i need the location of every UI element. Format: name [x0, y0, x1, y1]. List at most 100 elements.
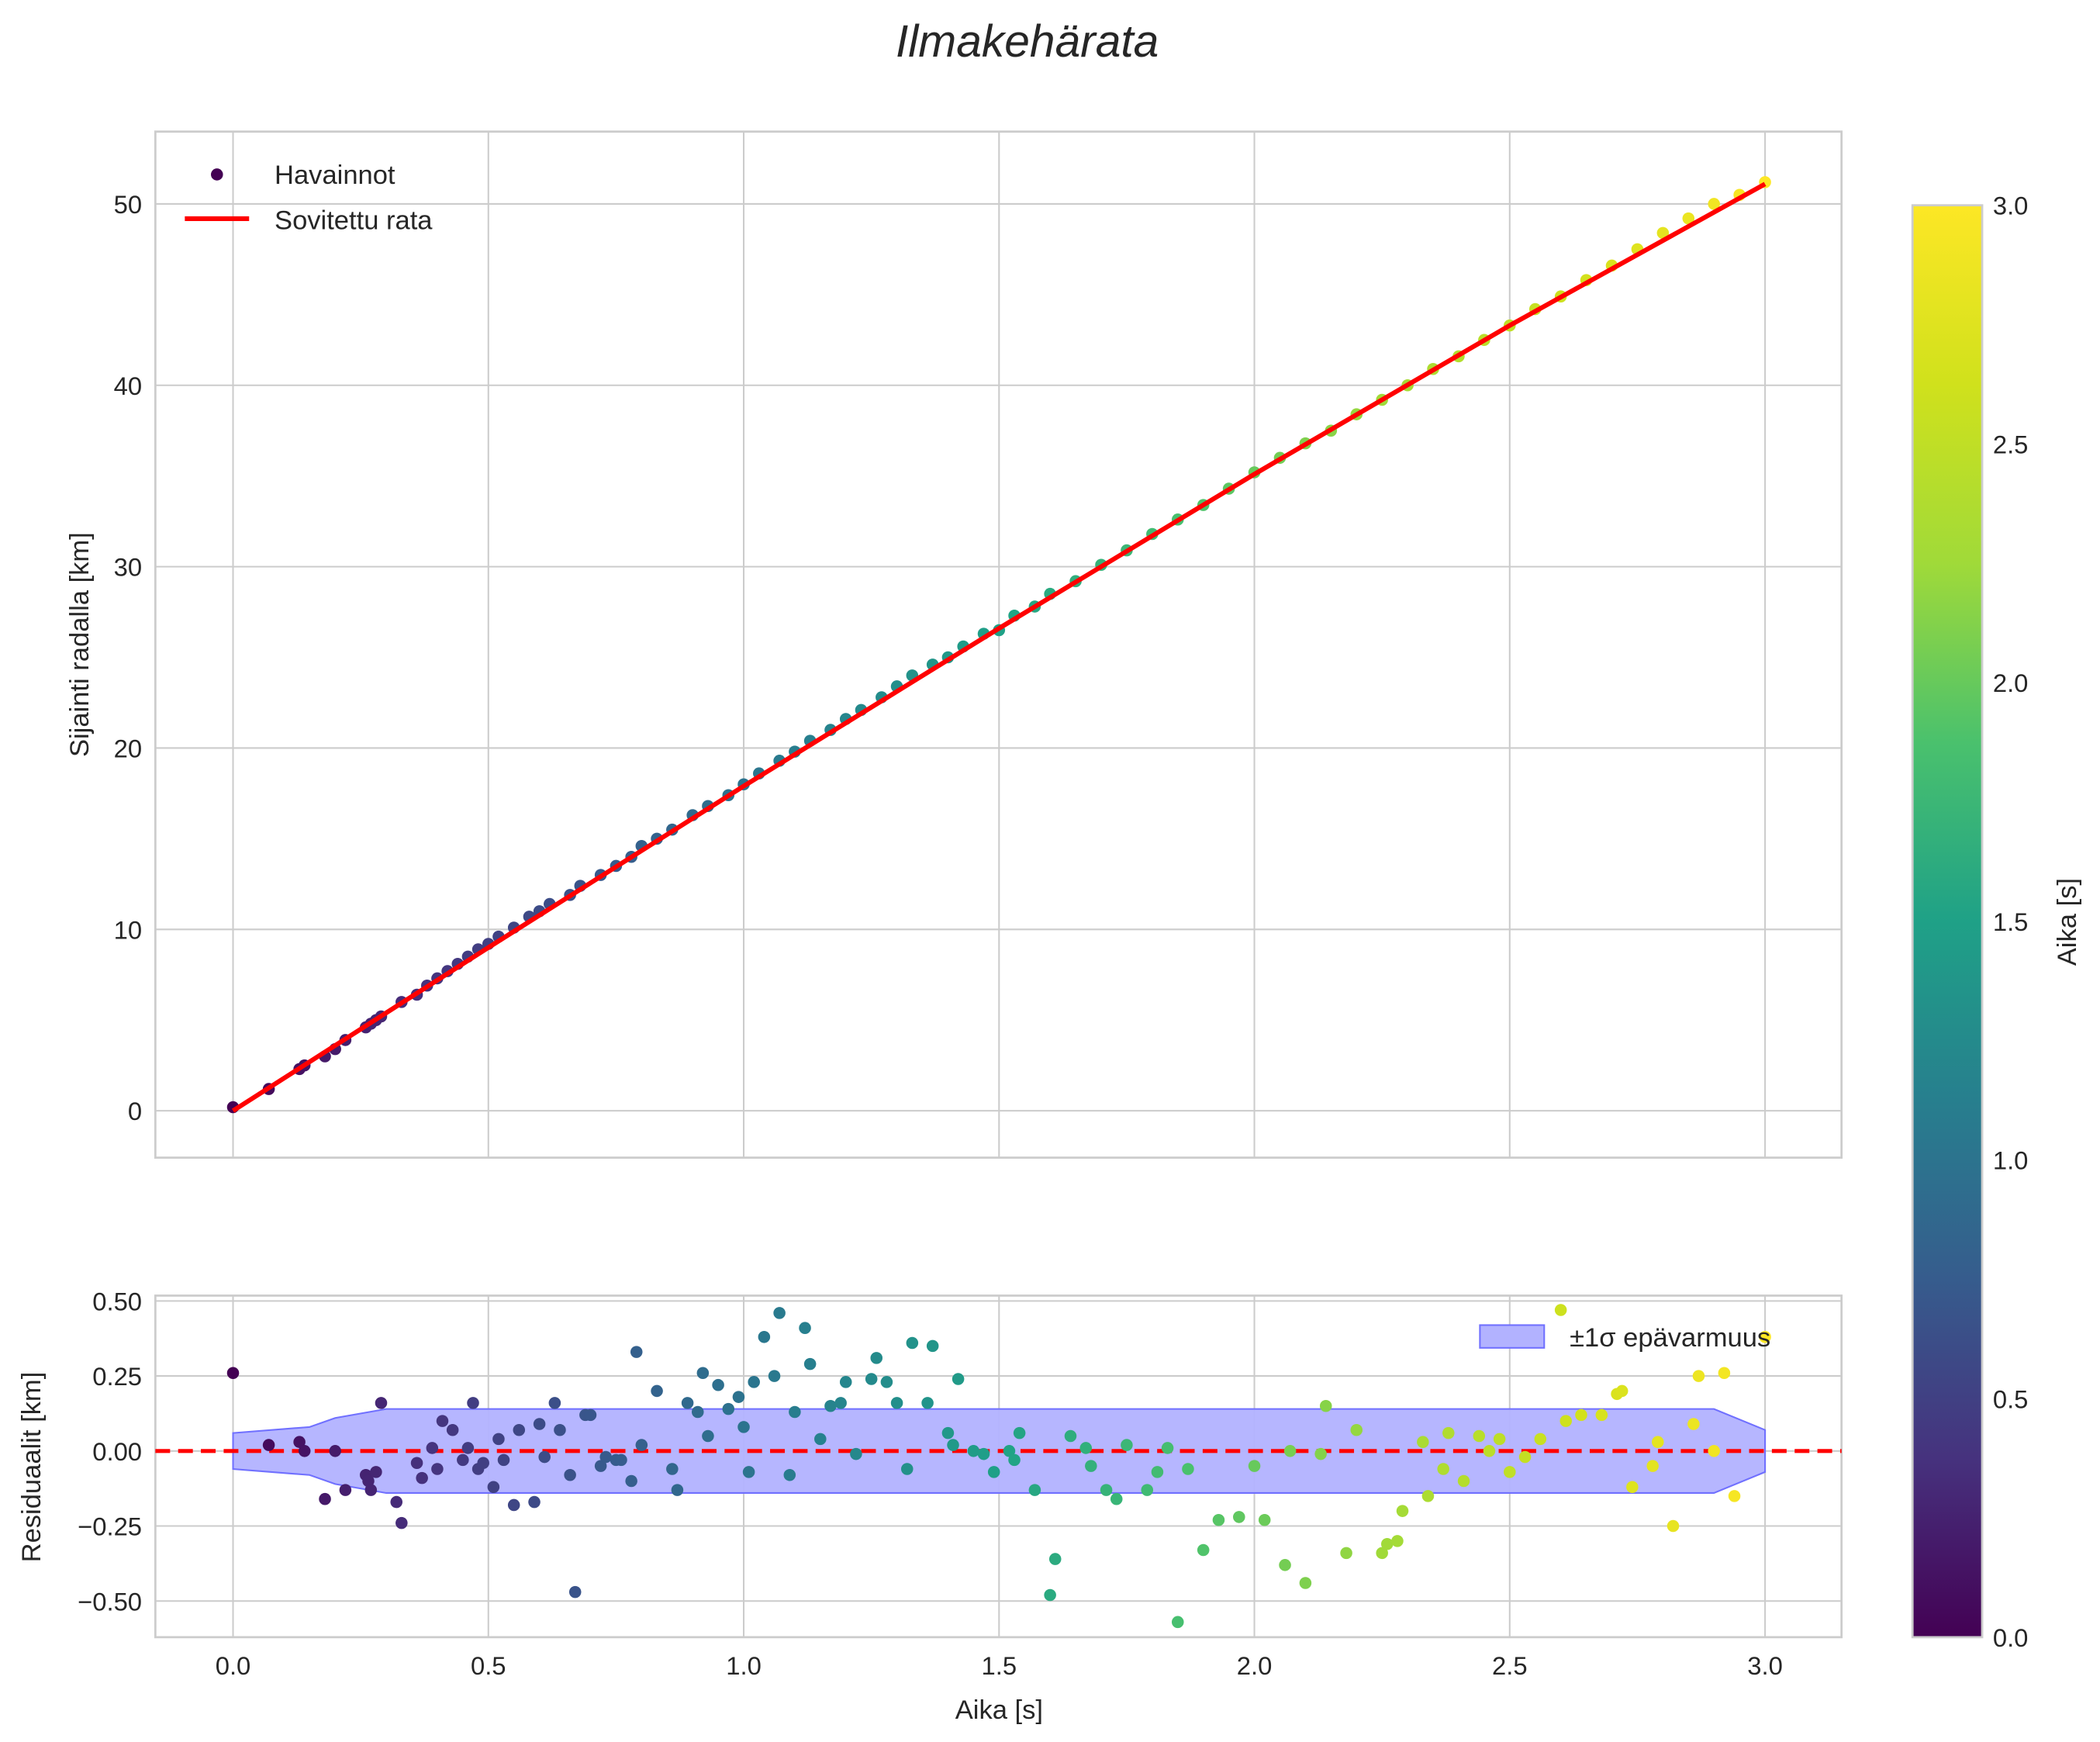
residual-point — [1483, 1445, 1496, 1457]
x-tick-label: 1.0 — [726, 1651, 762, 1680]
residual-point — [1182, 1463, 1194, 1475]
residual-point — [880, 1376, 893, 1388]
residual-point — [568, 1585, 582, 1599]
colorbar-tick-label: 1.5 — [1993, 907, 2029, 936]
residual-point — [635, 1439, 648, 1451]
residual-point — [1692, 1370, 1705, 1382]
data-point — [1682, 212, 1695, 225]
residual-point — [926, 1339, 939, 1353]
residual-point — [507, 1498, 520, 1512]
data-point — [1708, 198, 1720, 210]
residual-point — [630, 1346, 643, 1358]
residual-point — [834, 1397, 847, 1409]
residual-point — [1314, 1447, 1327, 1460]
y-tick-label: −0.50 — [78, 1587, 142, 1616]
residual-point — [410, 1457, 423, 1470]
residual-point — [319, 1492, 331, 1505]
residual-point — [967, 1445, 980, 1457]
residual-point — [748, 1376, 760, 1388]
residual-point — [789, 1405, 801, 1419]
residual-point — [293, 1436, 306, 1448]
residual-point — [564, 1468, 576, 1481]
bottom-y-label: Residuaalit [km] — [17, 1372, 47, 1563]
y-tick-label: 0.50 — [92, 1287, 142, 1315]
residual-point — [1319, 1400, 1332, 1412]
colorbar: 0.0 0.5 1.0 1.5 2.0 2.5 3.0 Aika [s] — [1911, 192, 2082, 1652]
residual-point — [594, 1460, 607, 1472]
residual-point — [1197, 1543, 1210, 1557]
residual-point — [436, 1415, 449, 1427]
residual-point — [1258, 1514, 1271, 1526]
residual-point — [1457, 1474, 1470, 1488]
residual-point — [1171, 1616, 1184, 1629]
residual-point — [554, 1423, 566, 1436]
residual-point — [461, 1442, 475, 1454]
colorbar-label: Aika [s] — [2053, 878, 2082, 966]
residual-point — [768, 1370, 781, 1382]
residual-point — [599, 1450, 612, 1464]
figure-title: Ilmakehärata — [896, 16, 1159, 67]
residual-point — [1161, 1442, 1174, 1454]
x-tick-label: 2.5 — [1492, 1651, 1528, 1680]
residual-point — [1279, 1559, 1291, 1571]
residual-point — [1493, 1433, 1506, 1446]
residual-point — [1442, 1426, 1455, 1440]
residual-point — [1085, 1460, 1097, 1472]
residual-point — [477, 1457, 489, 1470]
residual-point — [850, 1447, 862, 1460]
bottom-x-ticks: 0.0 0.5 1.0 1.5 2.0 2.5 3.0 — [216, 1651, 1783, 1680]
top-legend: Havainnot Sovitettu rata — [185, 161, 433, 236]
residual-point — [538, 1450, 551, 1464]
residual-point — [1248, 1460, 1261, 1472]
residual-point — [226, 1367, 240, 1379]
residual-point — [977, 1447, 990, 1460]
residual-point — [671, 1484, 684, 1496]
residual-point — [548, 1397, 561, 1409]
residual-point — [1595, 1408, 1608, 1422]
residual-point — [1110, 1492, 1123, 1505]
residual-point — [1079, 1442, 1093, 1454]
y-tick-label: 10 — [114, 915, 142, 944]
residual-point — [666, 1463, 679, 1475]
residual-point — [1518, 1450, 1532, 1464]
bottom-y-ticks: 0.50 0.25 0.00 −0.25 −0.50 — [78, 1287, 142, 1616]
y-tick-label: 50 — [114, 190, 142, 219]
residual-point — [947, 1439, 959, 1451]
y-tick-label: 0.25 — [92, 1362, 142, 1391]
residual-point — [1299, 1577, 1312, 1589]
y-tick-label: 0.00 — [92, 1437, 142, 1466]
y-tick-label: 40 — [114, 372, 142, 400]
top-y-ticks: 0 10 20 30 40 50 — [114, 190, 142, 1125]
residual-point — [329, 1445, 341, 1457]
residual-point — [783, 1468, 796, 1481]
residual-point — [395, 1516, 408, 1529]
residual-point — [1048, 1553, 1062, 1565]
residual-point — [625, 1474, 637, 1488]
residual-point — [1559, 1415, 1573, 1427]
residual-point — [1013, 1426, 1026, 1440]
residual-point — [1064, 1429, 1077, 1443]
residual-point — [1759, 1331, 1771, 1343]
residual-point — [906, 1336, 919, 1350]
y-tick-label: 30 — [114, 553, 142, 582]
residual-point — [890, 1397, 903, 1409]
residual-point — [1437, 1463, 1449, 1475]
band-swatch-icon — [1479, 1324, 1546, 1349]
residual-point — [839, 1376, 852, 1388]
residual-point — [1376, 1547, 1388, 1560]
residual-point — [1534, 1433, 1547, 1446]
colorbar-tick-label: 2.0 — [1993, 669, 2029, 697]
residual-point — [1283, 1445, 1297, 1457]
residual-point — [1391, 1535, 1404, 1547]
residual-point — [1044, 1588, 1056, 1602]
residual-point — [615, 1453, 627, 1467]
residual-point — [1718, 1367, 1731, 1379]
bottom-x-label: Aika [s] — [955, 1695, 1043, 1725]
x-tick-label: 2.0 — [1237, 1651, 1273, 1680]
x-tick-label: 0.5 — [471, 1651, 506, 1680]
residual-point — [1728, 1490, 1741, 1502]
residual-point — [1421, 1490, 1435, 1502]
residual-point — [1615, 1384, 1629, 1398]
residual-point — [900, 1463, 914, 1475]
